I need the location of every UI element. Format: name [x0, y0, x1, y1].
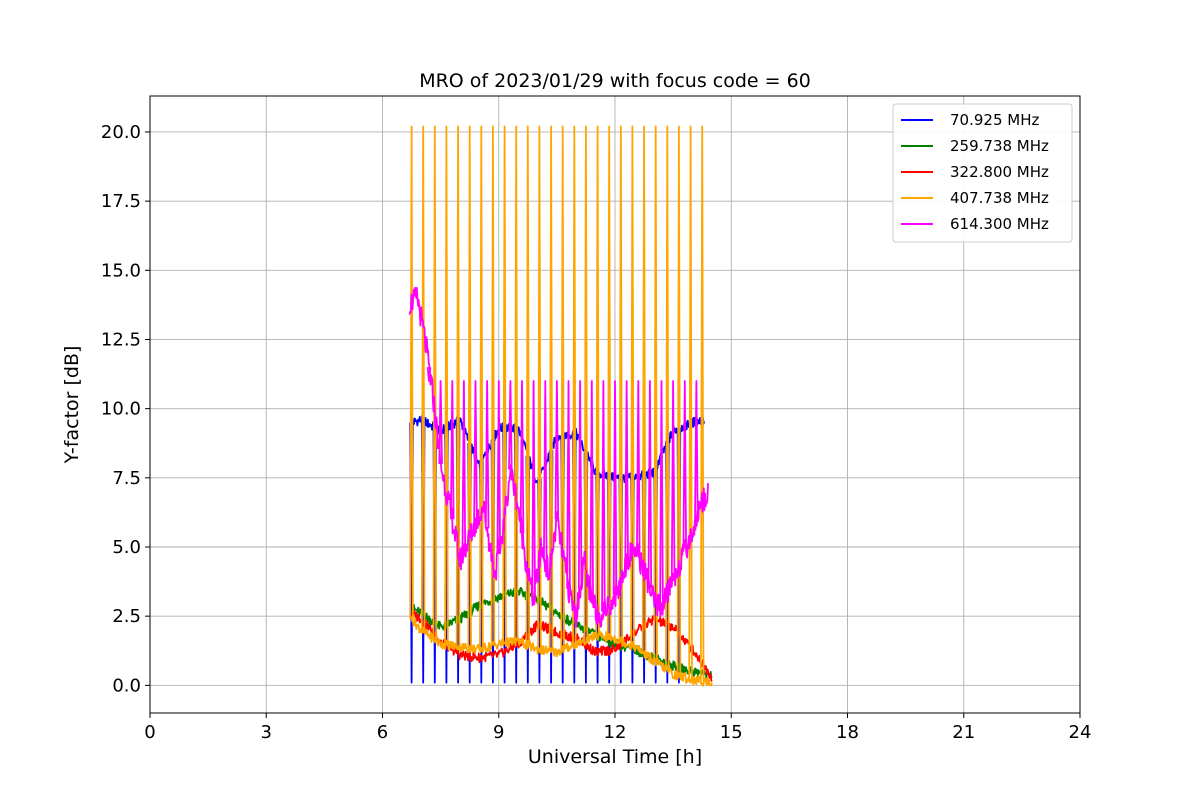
- x-tick-label: 3: [261, 722, 272, 743]
- y-tick-label: 17.5: [101, 191, 141, 212]
- y-tick-label: 10.0: [101, 399, 141, 420]
- x-axis-label: Universal Time [h]: [528, 746, 702, 768]
- y-tick-label: 5.0: [112, 537, 141, 558]
- series-614-300-mhz: [408, 286, 709, 628]
- y-tick-label: 0.0: [112, 675, 141, 696]
- legend-item: 407.738 MHz: [901, 189, 1049, 207]
- legend-item: 70.925 MHz: [901, 111, 1039, 129]
- chart-title: MRO of 2023/01/29 with focus code = 60: [419, 70, 811, 92]
- y-tick-label: 15.0: [101, 260, 141, 281]
- y-axis-label: Y-factor [dB]: [61, 346, 83, 465]
- y-tick-label: 2.5: [112, 606, 141, 627]
- x-tick-label: 0: [144, 722, 155, 743]
- legend-label: 614.300 MHz: [950, 215, 1049, 233]
- legend-box: [892, 103, 1073, 243]
- y-tick-label: 12.5: [101, 329, 141, 350]
- x-tick-label: 24: [1069, 722, 1092, 743]
- legend-item: 322.800 MHz: [901, 163, 1049, 181]
- legend-item: 614.300 MHz: [901, 215, 1049, 233]
- legend: 70.925 MHz 259.738 MHz 322.800 MHz 407.738 …: [892, 103, 1073, 243]
- plot-area: [408, 125, 713, 687]
- x-tick-label: 6: [377, 722, 388, 743]
- series-line-614-300-mhz: [408, 286, 709, 628]
- x-tick-label: 9: [493, 722, 504, 743]
- legend-label: 259.738 MHz: [950, 137, 1049, 155]
- series-line-407-738-mhz: [409, 125, 713, 687]
- legend-label: 322.800 MHz: [950, 163, 1049, 181]
- x-tick-label: 15: [720, 722, 743, 743]
- legend-item: 259.738 MHz: [901, 137, 1049, 155]
- legend-label: 407.738 MHz: [950, 189, 1049, 207]
- x-tick-label: 18: [836, 722, 859, 743]
- x-tick-label: 12: [604, 722, 627, 743]
- series-407-738-mhz: [409, 125, 713, 687]
- axes: 0 3 6 9 12 15 18 21 24 0.0 2.5 5.0 7.5 10.0 12.5 15.0 17…: [101, 122, 1092, 743]
- legend-label: 70.925 MHz: [950, 111, 1039, 129]
- y-tick-label: 20.0: [101, 122, 141, 143]
- x-tick-label: 21: [952, 722, 975, 743]
- y-tick-label: 7.5: [112, 468, 141, 489]
